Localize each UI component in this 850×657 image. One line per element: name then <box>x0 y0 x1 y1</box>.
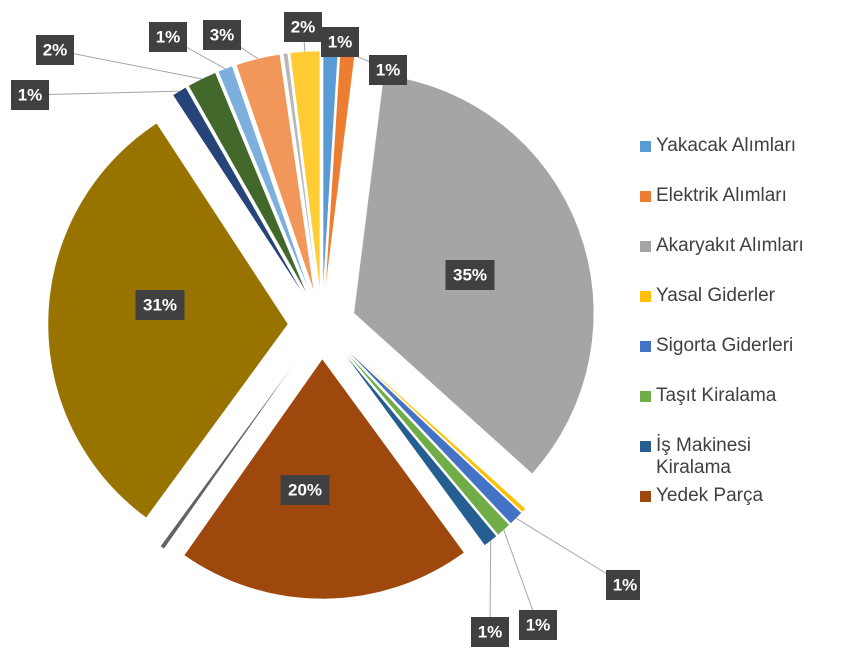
data-label: 35% <box>453 265 487 284</box>
legend-swatch <box>640 441 651 452</box>
legend-label: Akaryakıt Alımları <box>656 235 804 256</box>
legend-item: İş Makinesi Kiralama <box>640 435 840 485</box>
label-box <box>36 35 74 65</box>
leader-line <box>29 90 180 96</box>
label-box <box>369 55 407 85</box>
data-label: 1% <box>376 60 401 79</box>
label-box <box>284 12 322 42</box>
legend-label: Yedek Parça <box>656 485 764 506</box>
pie-area: 1% 1% 35% 1% 1% 1% 20% 31% 1% 2% 1% 3% 2% <box>11 12 640 647</box>
legend-swatch <box>640 341 651 352</box>
pie-slice <box>160 352 303 550</box>
leader-line <box>503 529 539 626</box>
legend-label: Yakacak Alımları <box>656 135 797 156</box>
pie-slice <box>172 86 305 297</box>
data-label: 3% <box>210 25 235 44</box>
legend-item: Elektrik Alımları <box>640 185 840 235</box>
data-label: 1% <box>478 622 503 641</box>
legend-swatch <box>640 291 651 302</box>
data-label: 1% <box>526 615 551 634</box>
pie-slice <box>346 347 526 513</box>
pie-slice <box>217 65 311 294</box>
pie-slice <box>282 52 318 292</box>
label-box <box>519 610 557 640</box>
label-box <box>149 22 187 52</box>
data-label: 1% <box>156 27 181 46</box>
pie-slice <box>342 351 497 546</box>
legend-label: Yasal Giderler <box>656 285 775 306</box>
label-box <box>135 290 185 320</box>
data-label: 2% <box>291 17 316 36</box>
legend-label: Sigorta Giderleri <box>656 335 794 356</box>
legend-item: Yasal Giderler <box>640 285 840 335</box>
leader-line <box>54 49 202 80</box>
legend-swatch <box>640 491 651 502</box>
legend: Yakacak Alımları Elektrik Alımları Akaryak… <box>640 135 840 535</box>
data-label: 1% <box>328 32 353 51</box>
legend-item: Taşıt Kiralama <box>640 385 840 435</box>
data-label: 1% <box>18 85 43 104</box>
label-box <box>280 475 330 505</box>
legend-item: Yakacak Alımları <box>640 135 840 185</box>
legend-label: Taşıt Kiralama <box>656 385 777 406</box>
legend-item: Sigorta Giderleri <box>640 335 840 385</box>
label-box <box>606 570 640 600</box>
legend-label: Elektrik Alımları <box>656 185 787 206</box>
label-box <box>445 260 495 290</box>
legend-item: Yedek Parça <box>640 485 840 535</box>
legend-item: Akaryakıt Alımları <box>640 235 840 285</box>
label-box <box>471 617 509 647</box>
leader-line <box>489 540 492 633</box>
label-box <box>203 20 241 50</box>
data-label: 2% <box>43 40 68 59</box>
legend-label: İş Makinesi Kiralama <box>656 435 752 478</box>
legend-swatch <box>640 141 651 152</box>
legend-swatch <box>640 191 651 202</box>
label-box <box>321 27 359 57</box>
legend-swatch <box>640 241 651 252</box>
pie-slice <box>47 122 289 519</box>
label-box <box>11 80 49 110</box>
pie-slice <box>345 348 522 524</box>
data-label: 20% <box>288 480 322 499</box>
data-label: 1% <box>613 575 638 594</box>
legend-swatch <box>640 391 651 402</box>
data-label: 31% <box>143 295 177 314</box>
